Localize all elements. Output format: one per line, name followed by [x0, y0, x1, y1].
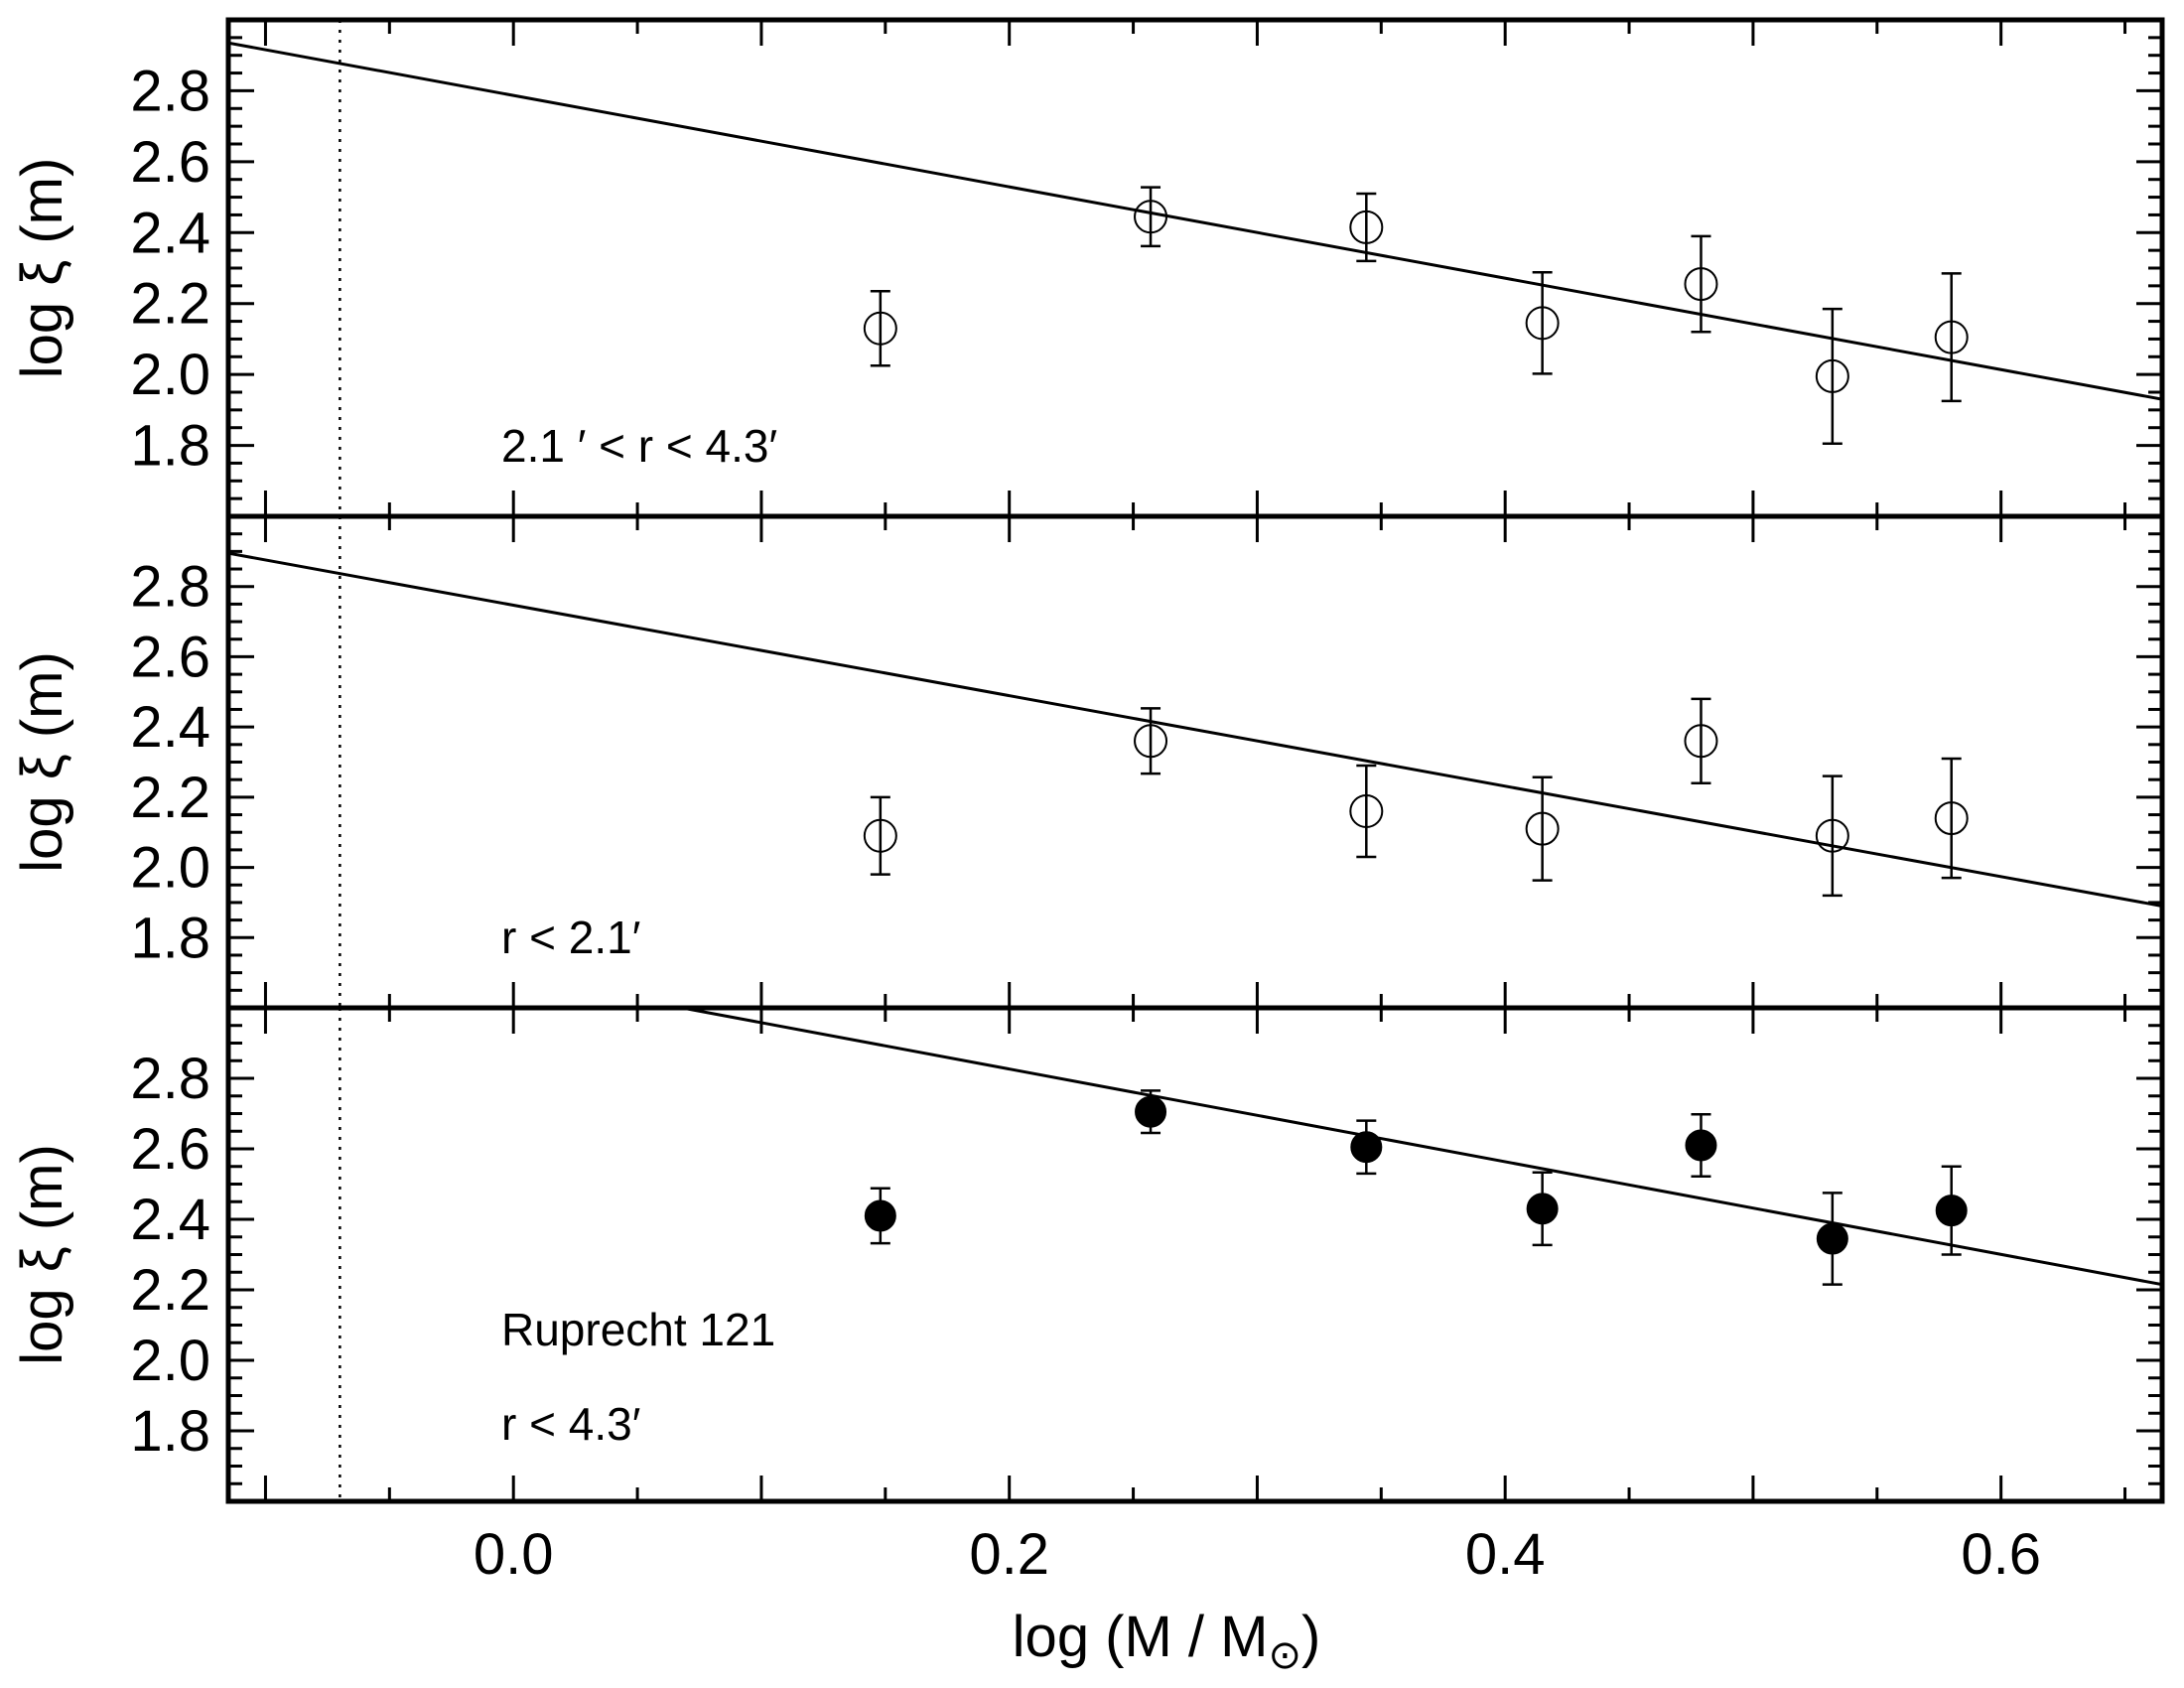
data-point: [1934, 320, 1969, 354]
fit-line: [228, 551, 2162, 908]
data-point: [1134, 200, 1168, 234]
y-tick-label: 1.8: [130, 1399, 210, 1464]
panel-annotation: 2.1 ′ < r < 4.3′: [501, 420, 777, 472]
panel-annotation: r < 4.3′: [501, 1398, 640, 1450]
data-point: [1815, 358, 1849, 393]
x-axis-label-sub: ⊙: [1268, 1633, 1301, 1677]
y-tick-label: 2.0: [130, 836, 210, 901]
y-tick-label: 2.2: [130, 1258, 210, 1323]
data-point: [1525, 306, 1560, 341]
fit-line: [228, 41, 2162, 401]
y-axis-label: log ξ (m): [10, 651, 74, 873]
y-tick-label: 2.6: [130, 625, 210, 689]
y-tick-label: 1.8: [130, 414, 210, 479]
x-tick-label: 0.2: [969, 1522, 1049, 1587]
panel-bottom: 1.82.02.22.42.62.8 log ξ (m) Ruprecht 121 r…: [10, 1005, 2165, 1504]
y-tick-label: 2.4: [130, 695, 210, 760]
fit-line: [681, 1008, 2162, 1287]
x-tick-label: 0.4: [1465, 1522, 1546, 1587]
data-point: [1349, 210, 1384, 244]
y-tick-label: 2.6: [130, 1117, 210, 1182]
data-point: [1934, 801, 1969, 836]
data-point: [1935, 1195, 1968, 1227]
y-tick-label: 2.4: [130, 1188, 210, 1252]
panel-middle: 1.82.02.22.42.62.8 log ξ (m) r < 2.1′: [10, 513, 2165, 1011]
y-tick-label: 2.6: [130, 130, 210, 195]
x-axis-label-main: log (M / M: [1013, 1605, 1269, 1669]
data-point: [1816, 1222, 1848, 1255]
y-axis-label: log ξ (m): [10, 1144, 74, 1365]
panel-annotation: r < 2.1′: [501, 912, 640, 963]
data-point: [1526, 1193, 1559, 1225]
data-point: [1135, 1095, 1167, 1128]
y-tick-label: 1.8: [130, 906, 210, 970]
panel-annotation: Ruprecht 121: [501, 1304, 775, 1355]
data-point: [863, 311, 897, 346]
x-axis-label-close: ): [1301, 1605, 1320, 1669]
data-point: [1684, 724, 1718, 759]
x-tick-label: 0.6: [1961, 1522, 2041, 1587]
y-tick-label: 2.0: [130, 1329, 210, 1393]
panel-frame: [225, 1005, 2165, 1504]
y-tick-label: 2.0: [130, 343, 210, 407]
y-tick-label: 2.2: [130, 766, 210, 830]
x-tick-label: 0.0: [474, 1522, 554, 1587]
x-axis-label: log (M / M⊙): [1013, 1605, 1321, 1677]
data-point: [1134, 724, 1168, 759]
data-point: [1685, 1129, 1717, 1162]
data-point: [864, 1199, 896, 1232]
x-axis-tick-labels: 0.0 0.2 0.4 0.6: [474, 1522, 2041, 1587]
y-tick-label: 2.2: [130, 272, 210, 337]
y-tick-label: 2.8: [130, 59, 210, 123]
data-point: [1525, 811, 1560, 846]
panel-top: 1.8 2.02.2 2.42.6 2.8 log ξ (m) 2.1 ′ < r < 4…: [10, 17, 2165, 519]
data-point: [1815, 818, 1849, 853]
data-point: [1350, 1131, 1383, 1164]
y-tick-label: 2.8: [130, 555, 210, 620]
data-point: [863, 818, 897, 853]
data-point: [1349, 794, 1384, 828]
y-axis-label: log ξ (m): [10, 158, 74, 379]
data-point: [1684, 267, 1718, 302]
y-tick-label: 2.4: [130, 201, 210, 265]
y-tick-label: 2.8: [130, 1047, 210, 1111]
